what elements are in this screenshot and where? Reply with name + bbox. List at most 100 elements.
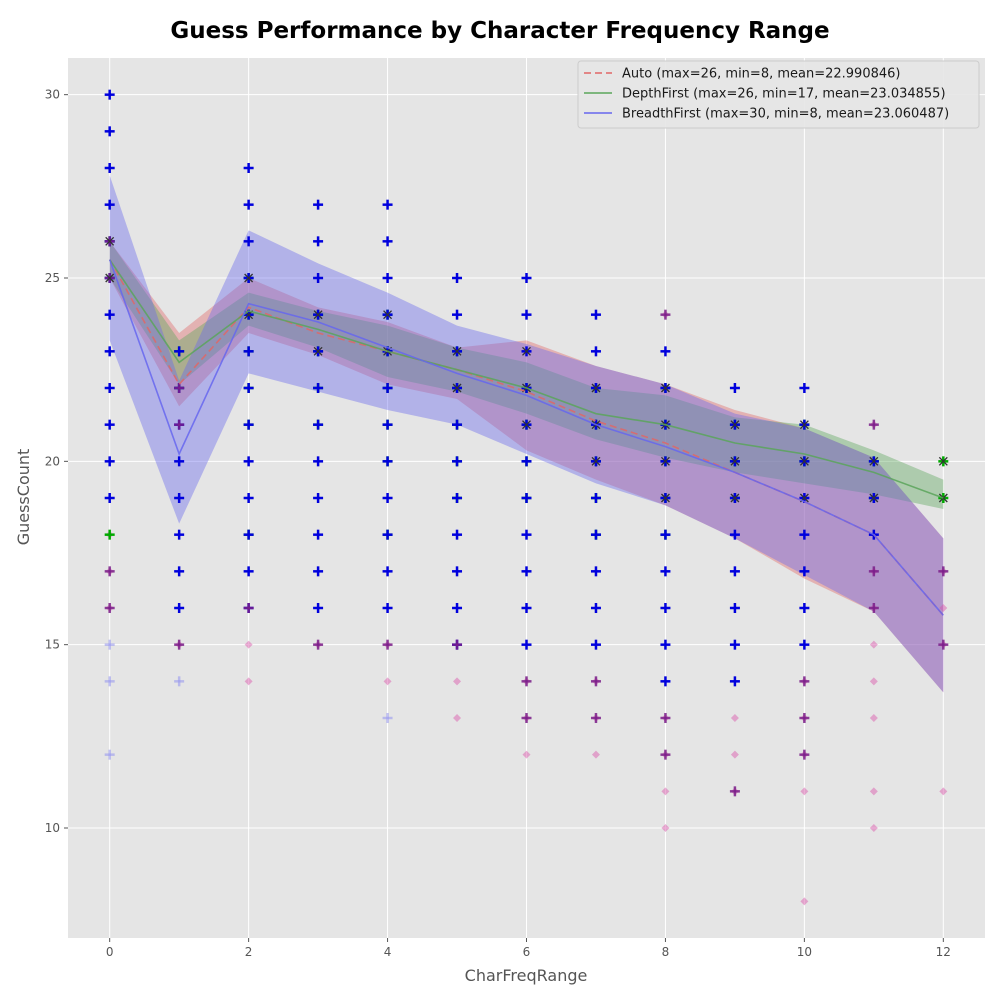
overlap-point [938,566,949,577]
breadthfirst-point [174,456,185,467]
breadthfirst-point [174,493,185,503]
x-tick-label: 12 [936,945,951,959]
breadthfirst-point [729,639,740,650]
breadthfirst-point [104,199,115,210]
legend: Auto (max=26, min=8, mean=22.990846) Dept… [577,60,980,129]
breadthfirst-point [660,676,671,687]
x-stroke-b [869,456,879,466]
breadthfirst-point [243,199,254,210]
breadthfirst-point [313,273,324,283]
x-stroke-b [452,383,462,393]
x-stroke-b [313,310,323,320]
x-mark-point [313,346,323,356]
breadthfirst-point [729,676,740,687]
overlap-point [590,713,601,723]
overlap-point [799,676,810,687]
x-axis-label: CharFreqRange [465,966,588,985]
x-stroke-b [105,273,115,283]
x-mark-point [799,420,809,430]
breadthfirst-point [452,456,463,467]
breadthfirst-point [521,493,532,503]
breadthfirst-point [660,603,671,613]
auto-point [869,714,878,722]
overlap-point [243,603,254,613]
breadthfirst-point [104,126,115,137]
x-tick-label: 6 [523,945,531,959]
breadthfirst-point [313,603,324,613]
breadthfirst-point [452,419,463,430]
x-mark-point [591,383,601,393]
auto-point [244,677,253,686]
breadthfirst-point [313,419,324,430]
x-stroke-b [522,420,531,430]
x-stroke-b [730,493,740,503]
auto-point [869,677,878,686]
mean-lines [108,259,944,616]
x-stroke-b [105,236,115,246]
breadthfirst-point [174,566,185,577]
breadthfirst-point [104,676,115,687]
chart-title: Guess Performance by Character Frequency… [170,18,829,44]
breadthfirst-point [660,639,671,650]
breadthfirst-point [660,566,671,577]
breadthfirst-point [590,639,601,650]
x-tick-label: 8 [662,945,670,959]
overlap-point [660,749,671,760]
breadthfirst-point [104,383,115,393]
auto-point [383,677,392,686]
overlap-point [660,713,671,723]
breadthfirst-point [729,603,740,613]
breadthfirst-point [382,566,393,577]
breadthfirst-point [104,346,115,357]
x-mark-point [660,493,670,503]
breadthfirst-point [313,236,324,247]
x-stroke-b [383,310,393,320]
breadthfirst-point [104,639,115,650]
breadthfirst-point [382,603,393,613]
x-tick-label: 4 [384,945,392,959]
x-mark-point [105,273,115,283]
breadthfirst-point [382,419,393,430]
breadthfirst-point [521,603,532,613]
breadthfirst-point [382,456,393,467]
breadthfirst-point [313,529,324,540]
overlap-point [452,639,463,650]
x-stroke-b [660,493,670,503]
breadthfirst-point [799,639,810,650]
x-stroke-b [869,493,879,503]
breadthfirst-point [590,566,601,577]
x-mark-point [522,346,531,356]
x-mark-point [730,493,740,503]
breadthfirst-point [799,566,810,577]
overlap-point [313,639,324,650]
breadthfirst-point [799,529,810,540]
x-stroke-b [938,456,948,466]
legend-entry: BreadthFirst (max=30, min=8, mean=23.060… [622,107,949,122]
overlap-point [799,749,810,760]
x-stroke-b [799,420,809,430]
x-tick-labels: 0 2 4 6 8 10 12 [106,938,951,959]
y-tick-labels: 10 15 20 25 30 [45,88,68,835]
legend-entry: DepthFirst (max=26, min=17, mean=23.0348… [622,87,946,102]
y-tick-label: 10 [45,821,60,835]
scatter-points [104,89,949,906]
breadthfirst-point [174,676,185,687]
breadthfirst-point [799,383,810,393]
breadthfirst-point [382,273,393,283]
breadthfirst-point [729,566,740,577]
auto-point [869,824,878,832]
overlap-point [174,419,185,430]
overlap-point [868,566,879,577]
legend-entry: Auto (max=26, min=8, mean=22.990846) [622,67,900,82]
breadthfirst-point [313,456,324,467]
breadthfirst-point [590,493,601,503]
breadthfirst-point [104,749,115,760]
breadthfirst-point [452,566,463,577]
breadthfirst-point [104,419,115,430]
breadthfirst-point [104,309,115,320]
breadthfirst-point [104,493,115,503]
auto-point [244,640,253,649]
auto-point [730,714,739,722]
auto-point [730,750,739,759]
x-stroke-b [799,456,809,466]
